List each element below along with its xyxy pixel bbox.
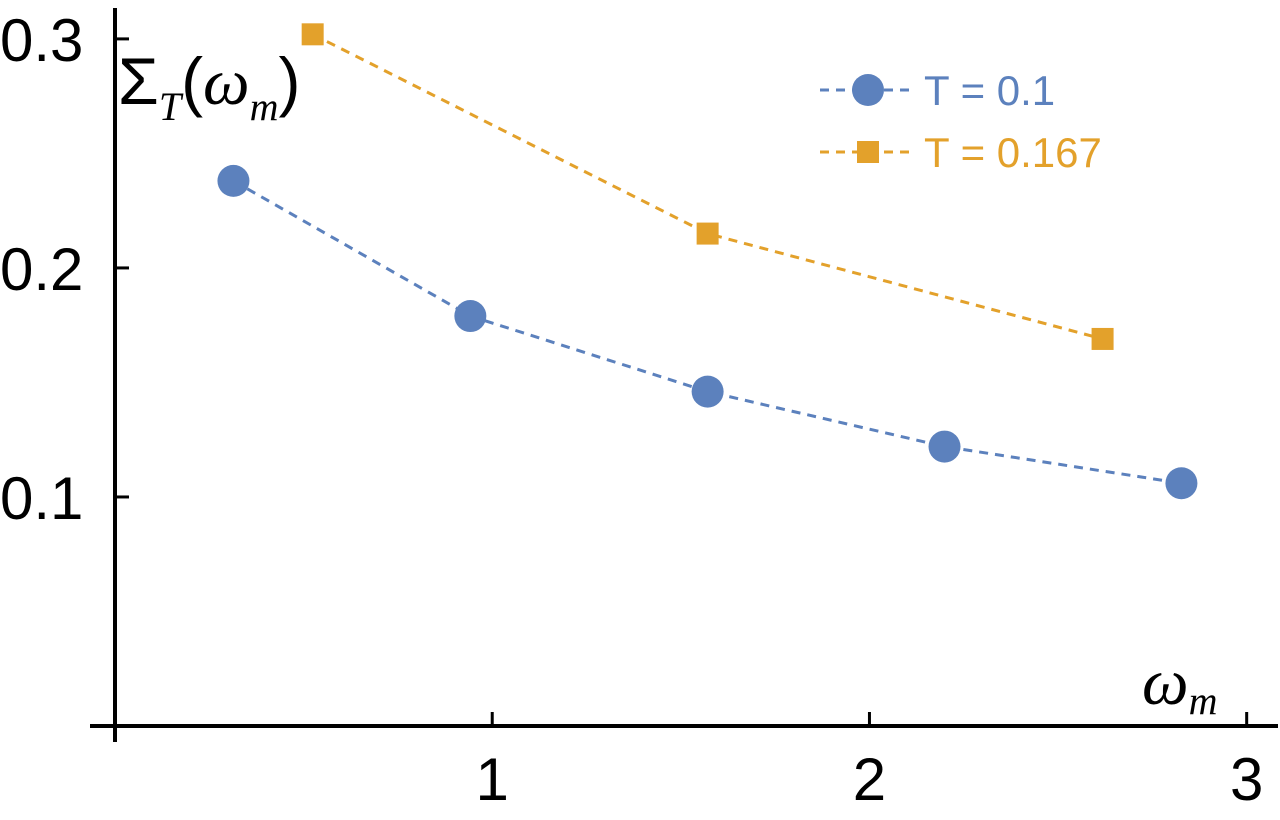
- x-axis-label-symbol: ω: [1142, 646, 1189, 719]
- legend-label: T = 0.167: [924, 129, 1102, 176]
- y-axis-label-close-paren: ): [279, 44, 301, 118]
- data-point: [691, 375, 724, 408]
- x-tick-label: 1: [476, 746, 509, 813]
- x-tick-label: 2: [853, 746, 886, 813]
- series-line: [311, 32, 1103, 341]
- data-point: [1165, 467, 1198, 500]
- ticks: 1 2 3 0.1 0.2 0.3: [0, 7, 1263, 813]
- data-point: [696, 222, 719, 245]
- x-axis-label: ωm: [1142, 646, 1218, 723]
- legend: T = 0.1 T = 0.167: [820, 67, 1102, 176]
- series-line: [232, 179, 1182, 485]
- y-axis-label-arg-subscript: m: [250, 84, 279, 129]
- data-point: [301, 23, 324, 46]
- data-point: [217, 164, 250, 197]
- y-axis-label-arg: ω: [203, 46, 250, 119]
- axes: [90, 8, 1278, 742]
- data-point: [928, 430, 961, 463]
- legend-swatch-marker: [857, 141, 879, 163]
- data-point: [1091, 327, 1114, 350]
- legend-item: T = 0.1: [820, 67, 1055, 114]
- series-2: [301, 23, 1114, 350]
- x-axis-label-subscript: m: [1189, 678, 1218, 723]
- y-tick-label: 0.3: [0, 7, 83, 74]
- y-axis-label: ΣT(ωm): [118, 44, 301, 129]
- legend-item: T = 0.167: [820, 129, 1102, 176]
- y-tick-label: 0.2: [0, 236, 83, 303]
- series-layer: [217, 23, 1198, 500]
- series-1: [217, 164, 1198, 500]
- legend-swatch-marker: [852, 74, 884, 106]
- data-point: [454, 300, 487, 333]
- y-axis-label-open-paren: (: [181, 44, 203, 118]
- y-axis-label-subscript: T: [159, 84, 184, 129]
- y-tick-label: 0.1: [0, 465, 83, 532]
- y-axis-label-symbol: Σ: [118, 44, 159, 118]
- legend-label: T = 0.1: [924, 67, 1055, 114]
- x-tick-label: 3: [1230, 746, 1263, 813]
